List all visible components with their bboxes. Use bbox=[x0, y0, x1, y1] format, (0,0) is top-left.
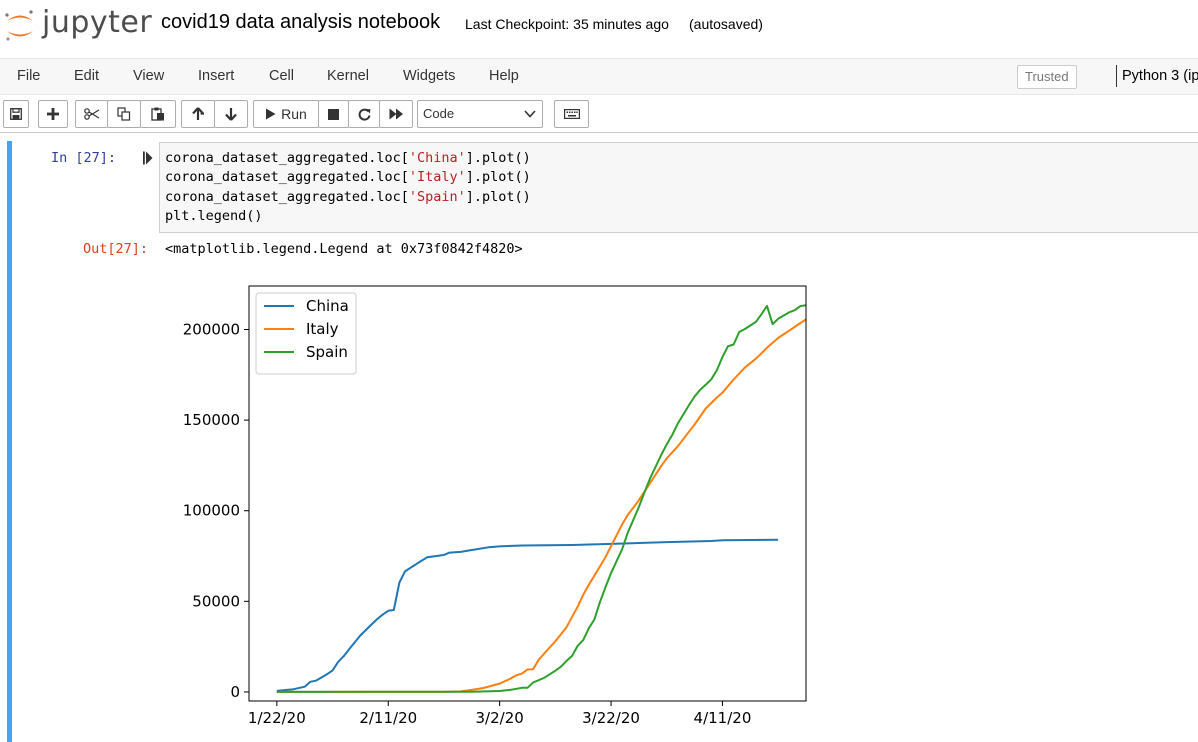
series-line-italy bbox=[276, 318, 807, 693]
trusted-badge[interactable]: Trusted bbox=[1017, 65, 1077, 89]
jupyter-logo-icon[interactable] bbox=[4, 9, 36, 43]
menubar: File Edit View Insert Cell Kernel Widget… bbox=[0, 58, 1198, 95]
header: jupyter covid19 data analysis notebook L… bbox=[0, 0, 1198, 58]
move-up-button[interactable] bbox=[181, 100, 215, 128]
cut-button[interactable] bbox=[75, 100, 108, 128]
code-editor[interactable]: corona_dataset_aggregated.loc['China'].p… bbox=[159, 142, 1198, 233]
arrow-up-icon bbox=[192, 107, 204, 120]
line-chart: 0 50000 100000 150000 200000 1/22/20 2/11/20 3… bbox=[183, 285, 807, 727]
code-line: plt.legend() bbox=[165, 207, 263, 224]
selected-cell-indicator bbox=[7, 141, 12, 742]
output-prompt: Out[27]: bbox=[83, 241, 149, 257]
save-button[interactable] bbox=[3, 100, 29, 128]
play-icon bbox=[266, 108, 276, 120]
menu-view[interactable]: View bbox=[133, 68, 165, 84]
paste-icon bbox=[151, 107, 164, 121]
menu-kernel[interactable]: Kernel bbox=[327, 68, 369, 84]
x-tick-label: 2/11/20 bbox=[359, 709, 417, 727]
kernel-separator bbox=[1116, 65, 1117, 87]
y-tick-label: 50000 bbox=[192, 592, 240, 610]
notebook-title[interactable]: covid19 data analysis notebook bbox=[161, 11, 441, 33]
interrupt-button[interactable] bbox=[318, 100, 349, 128]
x-tick-label: 4/11/20 bbox=[694, 709, 752, 727]
fast-forward-icon bbox=[389, 108, 403, 120]
plot-frame bbox=[248, 285, 807, 702]
run-cell-icon[interactable] bbox=[143, 151, 153, 165]
x-tick-label: 3/22/20 bbox=[582, 709, 640, 727]
copy-icon bbox=[117, 107, 131, 121]
menu-file[interactable]: File bbox=[17, 68, 41, 84]
save-icon bbox=[10, 108, 22, 120]
x-tick-label: 1/22/20 bbox=[248, 709, 306, 727]
checkpoint-status: Last Checkpoint: 35 minutes ago bbox=[465, 16, 669, 32]
command-palette-button[interactable] bbox=[554, 100, 589, 128]
code-line: corona_dataset_aggregated.loc['Italy'].p… bbox=[165, 169, 531, 186]
menu-help[interactable]: Help bbox=[489, 68, 519, 84]
legend-label: China bbox=[306, 297, 349, 315]
series-line-china bbox=[276, 538, 779, 692]
restart-run-all-button[interactable] bbox=[379, 100, 413, 128]
cell-type-select[interactable]: Code bbox=[417, 100, 543, 128]
insert-cell-button[interactable] bbox=[38, 100, 68, 128]
y-tick-label: 200000 bbox=[183, 320, 240, 338]
menu-cell[interactable]: Cell bbox=[269, 68, 294, 84]
restart-icon bbox=[358, 108, 370, 121]
y-tick-label: 100000 bbox=[183, 502, 240, 520]
series-lines bbox=[276, 304, 807, 693]
menu-edit[interactable]: Edit bbox=[74, 68, 99, 84]
arrow-down-icon bbox=[225, 108, 237, 121]
legend-label: Spain bbox=[306, 343, 348, 361]
stop-icon bbox=[328, 108, 339, 120]
code-line: corona_dataset_aggregated.loc['Spain'].p… bbox=[165, 188, 531, 205]
x-tick-label: 3/2/20 bbox=[476, 709, 524, 727]
kernel-name[interactable]: Python 3 (ip bbox=[1122, 68, 1198, 84]
x-axis: 1/22/20 2/11/20 3/2/20 3/22/20 4/11/20 bbox=[248, 701, 752, 727]
keyboard-icon bbox=[563, 109, 580, 119]
move-down-button[interactable] bbox=[214, 100, 248, 128]
plus-icon bbox=[47, 108, 59, 120]
y-axis: 0 50000 100000 150000 200000 bbox=[183, 320, 249, 701]
menu-widgets[interactable]: Widgets bbox=[403, 68, 456, 84]
toolbar: Run Code bbox=[0, 95, 1198, 133]
logo-text[interactable]: jupyter bbox=[42, 5, 153, 40]
cell-type-value: Code bbox=[423, 106, 455, 121]
copy-button[interactable] bbox=[107, 100, 141, 128]
run-label: Run bbox=[281, 106, 307, 122]
paste-button[interactable] bbox=[140, 100, 176, 128]
run-button[interactable]: Run bbox=[253, 100, 319, 128]
legend-label: Italy bbox=[306, 320, 339, 338]
legend-box bbox=[255, 292, 357, 375]
y-tick-label: 150000 bbox=[183, 411, 240, 429]
menu-insert[interactable]: Insert bbox=[198, 68, 235, 84]
chevron-down-icon bbox=[524, 110, 536, 118]
y-tick-label: 0 bbox=[230, 683, 240, 701]
output-text: <matplotlib.legend.Legend at 0x73f0842f4… bbox=[165, 241, 523, 257]
input-prompt: In [27]: bbox=[51, 150, 117, 166]
restart-button[interactable] bbox=[348, 100, 380, 128]
autosave-status: (autosaved) bbox=[689, 16, 763, 32]
series-line-spain bbox=[276, 304, 807, 693]
code-line: corona_dataset_aggregated.loc['China'].p… bbox=[165, 150, 531, 166]
legend: China Italy Spain bbox=[255, 292, 357, 375]
cut-icon bbox=[83, 108, 99, 120]
